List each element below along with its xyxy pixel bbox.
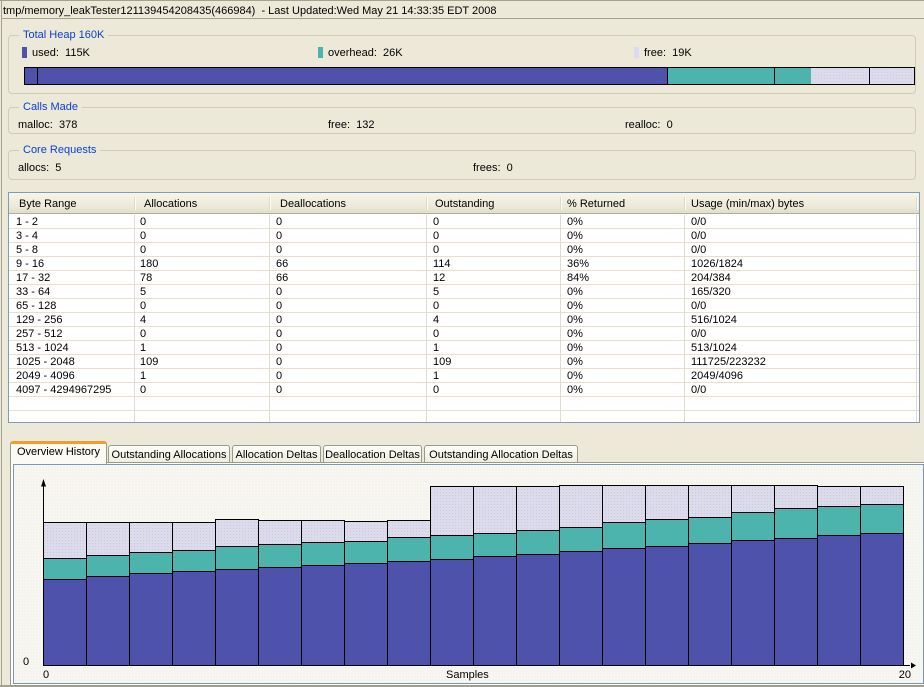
svg-text:Samples: Samples	[446, 669, 489, 681]
svg-text:0: 0	[43, 669, 49, 681]
svg-text:0: 0	[23, 656, 29, 668]
svg-text:20: 20	[899, 669, 911, 681]
